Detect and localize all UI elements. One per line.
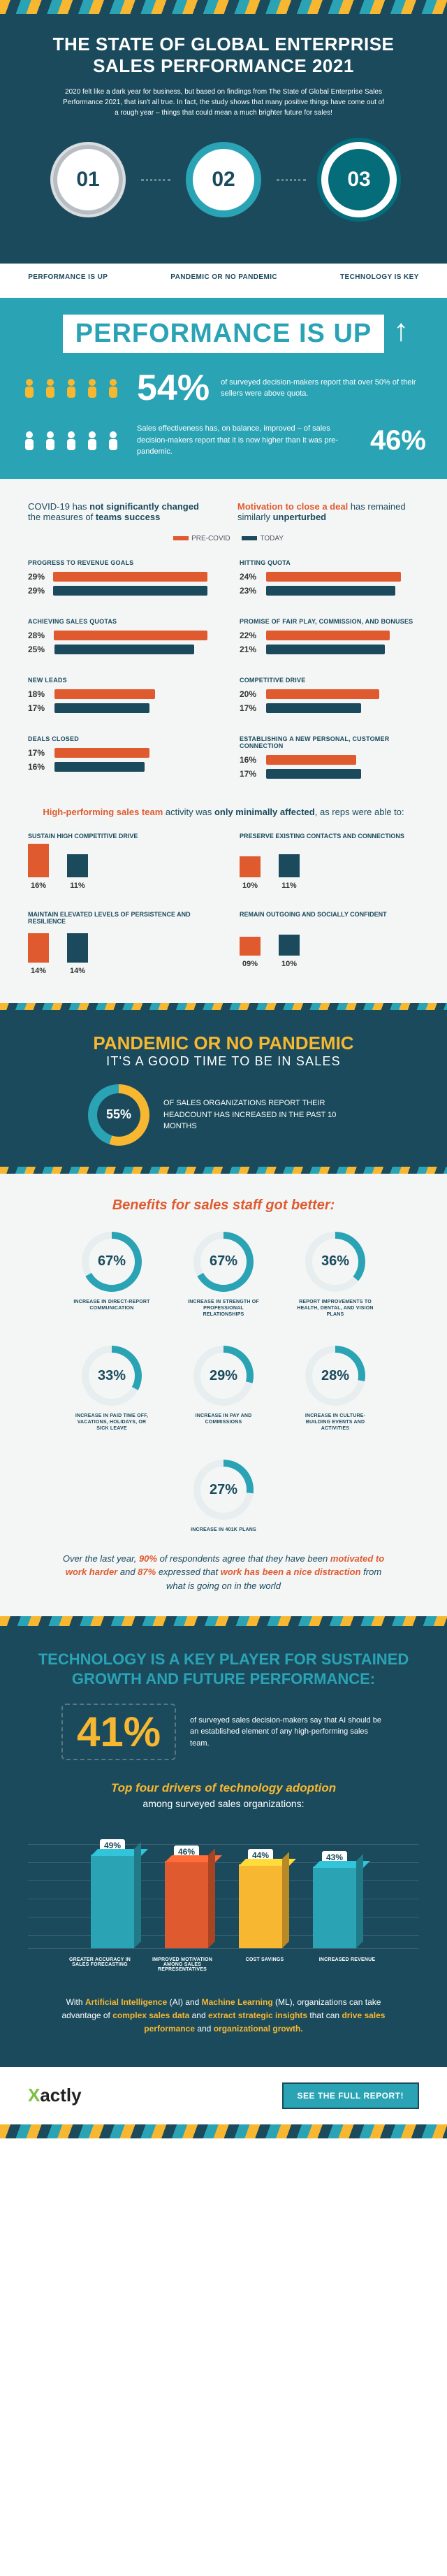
chevron-sep: [0, 1616, 447, 1626]
step-1-circle: 01: [50, 142, 126, 217]
bar-title: COMPETITIVE DRIVE: [240, 677, 419, 684]
step-3-circle: 03: [321, 142, 397, 217]
step-circles: 01 02 03: [28, 142, 419, 217]
stat-row-2: Sales effectiveness has, on balance, imp…: [21, 423, 426, 458]
intro-left: COVID-19 has not significantly changed t…: [28, 501, 210, 522]
legend-today: TODAY: [260, 535, 284, 542]
cta-button[interactable]: SEE THE FULL REPORT!: [282, 2082, 419, 2109]
bar-legend: PRE-COVID TODAY: [28, 535, 419, 542]
donut-value: 55%: [97, 1093, 140, 1137]
intro-right: Motivation to close a deal has remained …: [237, 501, 419, 522]
hero-title: THE STATE OF GLOBAL ENTERPRISE SALES PER…: [28, 34, 419, 77]
bar-item: DEALS CLOSED 17% 16%: [28, 735, 207, 783]
step-2-label: PANDEMIC OR NO PANDEMIC: [165, 273, 283, 281]
benefit-item: 33% INCREASE IN PAID TIME OFF, VACATIONS…: [73, 1346, 150, 1432]
hero-section: THE STATE OF GLOBAL ENTERPRISE SALES PER…: [0, 14, 447, 264]
legend-pre: PRE-COVID: [191, 535, 230, 542]
stat-54-text: of surveyed decision-makers report that …: [221, 377, 426, 400]
benefits-title: Benefits for sales staff got better:: [28, 1197, 419, 1214]
donut-wrap: 55% OF SALES ORGANIZATIONS REPORT THEIR …: [21, 1084, 426, 1146]
bar-title: HITTING QUOTA: [240, 559, 419, 566]
tech-stat: 41% of surveyed sales decision-makers sa…: [28, 1704, 419, 1760]
performance-title: PERFORMANCE IS UP: [63, 315, 384, 353]
mini-grid: SUSTAIN HIGH COMPETITIVE DRIVE 16% 11% P…: [28, 833, 419, 975]
pandemic-sub: IT'S A GOOD TIME TO BE IN SALES: [21, 1054, 426, 1069]
mini-item: MAINTAIN ELEVATED LEVELS OF PERSISTENCE …: [28, 911, 207, 975]
mini-item: REMAIN OUTGOING AND SOCIALLY CONFIDENT 0…: [240, 911, 419, 975]
mini-item: SUSTAIN HIGH COMPETITIVE DRIVE 16% 11%: [28, 833, 207, 890]
tech-bar: 43%: [313, 1866, 356, 1948]
bar-title: ACHIEVING SALES QUOTAS: [28, 618, 207, 625]
mini-item: PRESERVE EXISTING CONTACTS AND CONNECTIO…: [240, 833, 419, 890]
bar-title: PROGRESS TO REVENUE GOALS: [28, 559, 207, 566]
bar-item: NEW LEADS 18% 17%: [28, 677, 207, 717]
benefit-item: 29% INCREASE IN PAY AND COMMISSIONS: [185, 1346, 262, 1432]
stat-row-1: 54% of surveyed decision-makers report t…: [21, 367, 426, 409]
step-labels: PERFORMANCE IS UP PANDEMIC OR NO PANDEMI…: [0, 273, 447, 281]
top-chevron: [0, 0, 447, 14]
bar-item: ACHIEVING SALES QUOTAS 28% 25%: [28, 618, 207, 659]
bars-section: COVID-19 has not significantly changed t…: [0, 479, 447, 1003]
donut-text: OF SALES ORGANIZATIONS REPORT THEIR HEAD…: [163, 1098, 359, 1132]
stat-46: 46%: [370, 425, 426, 456]
stat-46-inline: Sales effectiveness has, on balance, imp…: [137, 424, 338, 456]
connector: [141, 179, 170, 181]
mini-head: High-performing sales team activity was …: [28, 807, 419, 817]
bar-title: NEW LEADS: [28, 677, 207, 684]
tech-bars: 49% 46% 44% 43%: [28, 1830, 419, 1949]
bar-item: ESTABLISHING A NEW PERSONAL, CUSTOMER CO…: [240, 735, 419, 783]
tech-big-pct: 41%: [61, 1704, 176, 1760]
bar-title: PROMISE OF FAIR PLAY, COMMISSION, AND BO…: [240, 618, 419, 625]
bar-item: PROGRESS TO REVENUE GOALS 29% 29%: [28, 559, 207, 600]
hero-subtitle: 2020 felt like a dark year for business,…: [63, 87, 384, 118]
bar-title: ESTABLISHING A NEW PERSONAL, CUSTOMER CO…: [240, 735, 419, 749]
tech-bar: 46%: [165, 1861, 208, 1948]
bar-item: COMPETITIVE DRIVE 20% 17%: [240, 677, 419, 717]
tech-title: TECHNOLOGY IS A KEY PLAYER FOR SUSTAINED…: [28, 1650, 419, 1688]
brand-logo: Xactly: [28, 2085, 82, 2106]
pandemic-section: PANDEMIC OR NO PANDEMIC IT'S A GOOD TIME…: [0, 1003, 447, 1174]
benefits-footer: Over the last year, 90% of respondents a…: [56, 1552, 391, 1593]
performance-header: PERFORMANCE IS UP 54% of surveyed decisi…: [0, 298, 447, 479]
tech-big-text: of surveyed sales decision-makers say th…: [190, 1715, 386, 1750]
benefits-section: Benefits for sales staff got better: 67%…: [0, 1174, 447, 1616]
tech-bar-label: GREATER ACCURACY IN SALES FORECASTING: [65, 1957, 135, 1972]
bar-item: PROMISE OF FAIR PLAY, COMMISSION, AND BO…: [240, 618, 419, 659]
tech-bar-label: INCREASED REVENUE: [312, 1957, 382, 1972]
benefits-grid: 67% INCREASE IN DIRECT-REPORT COMMUNICAT…: [28, 1232, 419, 1534]
people-icons-bottom: [21, 430, 126, 451]
tech-bar-label: IMPROVED MOTIVATION AMONG SALES REPRESEN…: [147, 1957, 217, 1972]
bar-grid: PROGRESS TO REVENUE GOALS 29% 29% HITTIN…: [28, 559, 419, 783]
benefit-item: 36% REPORT IMPROVEMENTS TO HEALTH, DENTA…: [297, 1232, 374, 1318]
drivers-heading: Top four drivers of technology adoption: [28, 1781, 419, 1795]
benefit-item: 67% INCREASE IN DIRECT-REPORT COMMUNICAT…: [73, 1232, 150, 1318]
tech-bar-label: COST SAVINGS: [230, 1957, 300, 1972]
step-3-label: TECHNOLOGY IS KEY: [335, 273, 425, 281]
connector: [277, 179, 306, 181]
page-footer: Xactly SEE THE FULL REPORT!: [0, 2067, 447, 2124]
benefit-item: 28% INCREASE IN CULTURE-BUILDING EVENTS …: [297, 1346, 374, 1432]
benefit-item: 27% INCREASE IN 401K PLANS: [185, 1460, 262, 1533]
benefit-item: 67% INCREASE IN STRENGTH OF PROFESSIONAL…: [185, 1232, 262, 1318]
tech-footer: With Artificial Intelligence (AI) and Ma…: [56, 1996, 391, 2036]
tech-bar: 49%: [91, 1855, 134, 1948]
donut-chart: 55%: [88, 1084, 149, 1146]
pandemic-title: PANDEMIC OR NO PANDEMIC: [21, 1027, 426, 1054]
bottom-chevron: [0, 2124, 447, 2138]
bars-intro: COVID-19 has not significantly changed t…: [28, 501, 419, 522]
bar-title: DEALS CLOSED: [28, 735, 207, 742]
tech-section: TECHNOLOGY IS A KEY PLAYER FOR SUSTAINED…: [0, 1626, 447, 2067]
tech-bar-labels: GREATER ACCURACY IN SALES FORECASTING IMP…: [28, 1957, 419, 1972]
people-icons-top: [21, 377, 126, 398]
stat-46-text: Sales effectiveness has, on balance, imp…: [137, 423, 359, 458]
drivers-sub: among surveyed sales organizations:: [28, 1798, 419, 1809]
stat-54: 54%: [137, 367, 210, 409]
step-2-circle: 02: [186, 142, 261, 217]
bar-item: HITTING QUOTA 24% 23%: [240, 559, 419, 600]
step-1-label: PERFORMANCE IS UP: [22, 273, 113, 281]
tech-bar: 44%: [239, 1864, 282, 1948]
